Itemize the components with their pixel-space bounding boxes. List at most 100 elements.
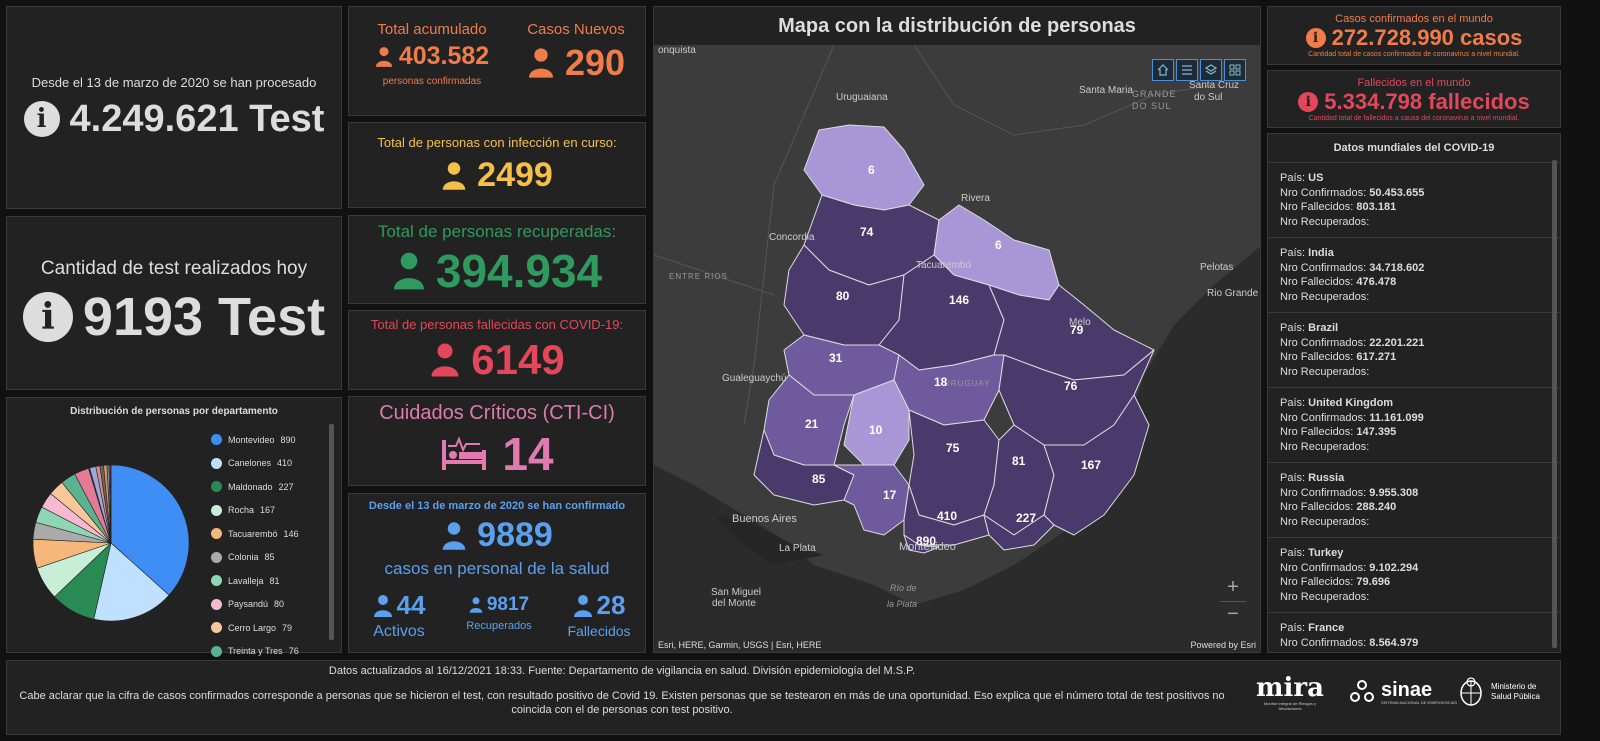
- pie-legend-item[interactable]: Canelones 410: [211, 452, 321, 476]
- pie-slice[interactable]: [109, 464, 112, 544]
- tests-total-value: 4.249.621 Test: [69, 97, 325, 140]
- pie-legend-item[interactable]: Maldonado 227: [211, 475, 321, 499]
- pie-legend-item[interactable]: Treinta y Tres 76: [211, 640, 321, 664]
- pie-legend-item[interactable]: Cerro Largo 79: [211, 616, 321, 640]
- map-place-label: GRANDE: [1132, 89, 1177, 99]
- country-item[interactable]: País: Russia Nro Confirmados: 9.955.308 Nr…: [1268, 463, 1560, 538]
- pie-slice[interactable]: [93, 542, 170, 622]
- map-title: Mapa con la distribución de personas: [778, 14, 1136, 37]
- field-value: 9.955.308: [1369, 486, 1419, 499]
- pie-scrollbar[interactable]: [329, 424, 334, 640]
- pie-legend-item[interactable]: Lavalleja 81: [211, 569, 321, 593]
- legend-value: 79: [282, 622, 293, 633]
- country-field: Nro Recuperados:: [1280, 440, 1548, 455]
- info-icon: i: [1305, 28, 1326, 48]
- legend-swatch: [211, 528, 222, 540]
- fallecidos-label: Fallecidos: [567, 623, 631, 639]
- legend-label: Paysandú: [228, 599, 269, 610]
- country-field: País: India: [1280, 246, 1548, 261]
- country-item[interactable]: País: Turkey Nro Confirmados: 9.102.294 Nr…: [1268, 538, 1560, 613]
- field-value: 34.718.602: [1369, 261, 1425, 274]
- map-place-label: onquista: [658, 45, 696, 56]
- map-place-label: URUGUAY: [944, 379, 991, 388]
- pie-legend-item[interactable]: Tacuarembó 146: [211, 522, 321, 546]
- tests-today-value: 9193 Test: [82, 287, 326, 347]
- home-icon[interactable]: [1152, 59, 1174, 81]
- field-value: 803.181: [1356, 201, 1397, 213]
- field-label: Nro Fallecidos:: [1280, 426, 1354, 438]
- legend-swatch: [211, 434, 222, 446]
- country-field: Nro Recuperados:: [1280, 365, 1548, 380]
- person-icon: [528, 48, 553, 78]
- mundial-scrollbar[interactable]: [1552, 160, 1557, 648]
- country-item[interactable]: País: US Nro Confirmados: 50.453.655 Nro F…: [1268, 163, 1560, 238]
- map-place-label: Buenos Aires: [732, 513, 797, 525]
- map-place-label: DO SUL: [1132, 101, 1172, 111]
- mundo-fallecidos-panel: Fallecidos en el mundo i 5.334.798 falle…: [1267, 70, 1561, 128]
- map-place-label: Río de: [890, 583, 917, 593]
- activos-value: 44: [396, 590, 426, 620]
- country-item[interactable]: País: United Kingdom Nro Confirmados: 11.…: [1268, 388, 1560, 463]
- country-field: Nro Fallecidos: 803.181: [1280, 200, 1548, 215]
- salud-value: 9889: [477, 516, 553, 554]
- tests-total-panel: Desde el 13 de marzo de 2020 se han proc…: [6, 6, 342, 209]
- dept-count-label: 81: [1012, 454, 1026, 468]
- hospital-bed-icon: [442, 435, 487, 470]
- map-place-label: Pelotas: [1200, 262, 1234, 273]
- pie-legend-item[interactable]: Paysandú 80: [211, 593, 321, 617]
- country-field: Nro Recuperados:: [1280, 215, 1548, 230]
- pie-legend-item[interactable]: Montevideo 890: [211, 428, 321, 452]
- legend-swatch: [211, 504, 222, 516]
- fallecidas-panel: Total de personas fallecidas con COVID-1…: [348, 310, 646, 390]
- country-field: Nro Recuperados:: [1280, 515, 1548, 530]
- field-label: País:: [1280, 172, 1306, 184]
- tests-today-caption: Cantidad de test realizados hoy: [40, 258, 308, 279]
- map-canvas[interactable]: [654, 45, 1261, 653]
- zoom-in-button[interactable]: +: [1227, 576, 1239, 598]
- field-value: Turkey: [1308, 547, 1344, 559]
- field-label: Nro Recuperados:: [1280, 590, 1370, 603]
- country-field: Nro Fallecidos: 147.395: [1280, 425, 1548, 440]
- dept-count-label: 74: [860, 225, 874, 239]
- dept-maldonado: [983, 514, 1055, 551]
- logo-sinae: sinae SISTEMA NACIONAL DE EMERGENCIAS: [1349, 679, 1457, 705]
- mundial-title: Datos mundiales del COVID-19: [1268, 134, 1560, 163]
- dept-count-label: 79: [1070, 323, 1084, 337]
- info-icon: i: [22, 292, 73, 342]
- legend-label: Rocha: [228, 505, 255, 516]
- dept-count-label: 18: [934, 375, 948, 389]
- country-item[interactable]: País: Brazil Nro Confirmados: 22.201.221 N…: [1268, 313, 1560, 388]
- country-field: Nro Confirmados: 9.102.294: [1280, 561, 1548, 576]
- layers-icon[interactable]: [1200, 59, 1222, 81]
- pie-legend-item[interactable]: Colonia 85: [211, 546, 321, 570]
- mundo-fallecidos-value: 5.334.798 fallecidos: [1324, 88, 1530, 114]
- zoom-out-button[interactable]: −: [1220, 601, 1246, 627]
- powered-by-esri[interactable]: Powered by Esri: [1190, 640, 1256, 650]
- field-label: Nro Recuperados:: [1280, 365, 1370, 378]
- cti-panel: Cuidados Críticos (CTI-CI) 14: [348, 396, 646, 486]
- country-list[interactable]: País: US Nro Confirmados: 50.453.655 Nro F…: [1268, 163, 1560, 652]
- country-item[interactable]: País: India Nro Confirmados: 34.718.602 Nr…: [1268, 238, 1560, 313]
- pie-legend-item[interactable]: Rocha 167: [211, 499, 321, 523]
- fallecidos-value: 28: [596, 590, 626, 620]
- basemap-gallery-icon[interactable]: [1224, 59, 1246, 81]
- country-field: Nro Fallecidos: 122.156: [1280, 650, 1548, 652]
- field-value: US: [1308, 172, 1324, 184]
- field-value: 79.696: [1356, 576, 1391, 588]
- legend-label: Tacuarembó: [228, 528, 278, 539]
- legend-label: Treinta y Tres: [228, 646, 283, 657]
- acumulado-value: 403.582: [398, 42, 490, 70]
- field-label: Nro Fallecidos:: [1280, 276, 1354, 288]
- logo-mira-text: mira: [1256, 673, 1324, 703]
- pie-slice[interactable]: [110, 464, 190, 596]
- field-label: Nro Confirmados:: [1280, 261, 1367, 274]
- field-label: Nro Fallecidos:: [1280, 501, 1354, 513]
- field-value: 50.453.655: [1369, 186, 1425, 199]
- dept-count-label: 21: [805, 417, 819, 431]
- dept-count-label: 10: [869, 423, 883, 437]
- map-place-label: San Miguel: [711, 587, 762, 598]
- map-attribution[interactable]: Esri, HERE, Garmin, USGS | Esri, HERE: [658, 640, 822, 650]
- logo-mira-subtitle: Monitor Integral de Riesgos y Afectacion…: [1263, 701, 1317, 711]
- legend-list-icon[interactable]: [1176, 59, 1198, 81]
